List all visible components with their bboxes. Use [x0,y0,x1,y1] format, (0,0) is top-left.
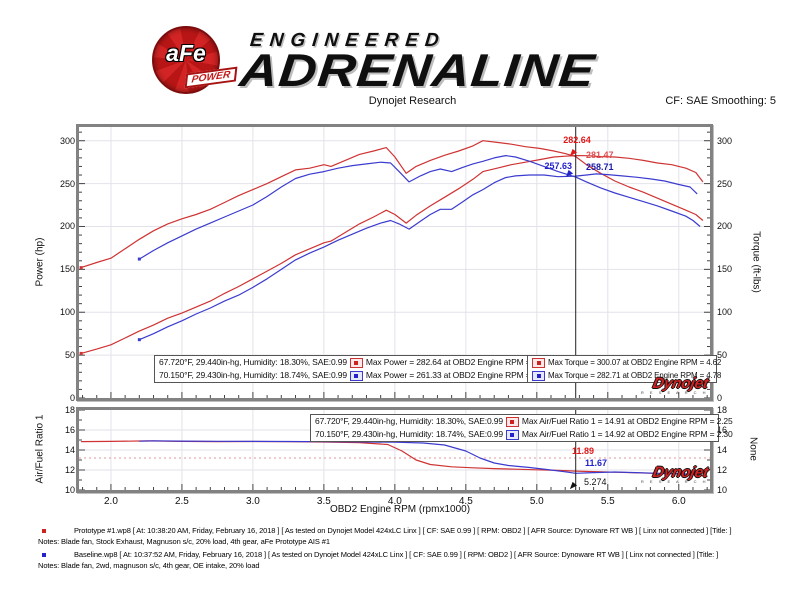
axis-tick-label: 4.0 [387,496,402,507]
axis-tick-label: 14 [64,445,75,455]
env-conditions-baseline: 70.150°F, 29.430in-hg, Humidity: 18.74%,… [159,370,347,380]
axis-tick-label: 200 [59,221,75,232]
axis-tick-label: 12 [717,465,728,475]
baseline-series-marker-icon [349,370,363,381]
axis-tick-label: 250 [59,178,75,189]
axis-tick-label: 14 [717,445,728,455]
axis-tick-label: 16 [717,425,728,435]
prototype-series-marker-icon [349,357,363,368]
cursor-arrow-icon [569,481,578,490]
prototype-bullet-icon [42,529,46,533]
dynojet-logo: Dynojet R E S E A R C H [600,464,710,487]
afr-legend: 67.720°F, 29.440in-hg, Humidity: 18.30%,… [310,414,733,442]
torque-axis-label: Torque (ft-lbs) [750,231,762,293]
dynojet-logo-subtext: R E S E A R C H [640,479,708,484]
prototype-series-marker-icon [532,357,545,368]
axis-tick-label: 18 [64,405,75,415]
axis-tick-label: 200 [717,221,733,232]
baseline-series-marker-icon [505,429,519,440]
rpm-axis-label: OBD2 Engine RPM (rpmx1000) [329,504,471,515]
axis-tick-label: 4.5 [458,496,473,507]
baseline-run-notes: Notes: Blade fan, 2wd, magnuson s/c, 4th… [38,561,260,570]
axis-tick-label: 100 [59,307,75,318]
axis-tick-label: 50 [717,350,728,361]
dynojet-logo-text: Dynojet [651,464,710,481]
legend-row-baseline: Max Torque = 282.71 at OBD2 Engine RPM =… [532,369,721,382]
axis-tick-label: 2.5 [174,496,189,507]
legend-row-baseline: 70.150°F, 29.430in-hg, Humidity: 18.74%,… [159,369,549,382]
max-power-prototype: Max Power = 282.64 at OBD2 Engine RPM = … [365,357,549,367]
max-torque-baseline: Max Torque = 282.71 at OBD2 Engine RPM =… [548,371,722,380]
cursor-arrow-icon [569,148,578,157]
legend-row-prototype: Max Torque = 300.07 at OBD2 Engine RPM =… [532,356,721,369]
power-torque-chart [76,124,713,401]
axis-tick-label: 300 [59,135,75,146]
axis-tick-label: 0 [717,393,723,403]
dynojet-logo: Dynojet R E S E A R C H [598,375,710,398]
cursor-value-power-prototype: 282.64 [563,135,591,145]
axis-tick-label: 18 [717,405,728,415]
axis-tick-label: 3.0 [245,496,260,507]
axis-tick-label: 5.5 [600,496,615,507]
env-conditions-prototype: 67.720°F, 29.440in-hg, Humidity: 18.30%,… [159,357,347,367]
power-torque-plot-area [79,127,710,398]
cursor-value-torque-baseline: 257.63 [544,161,572,171]
axis-tick-label: 50 [64,350,75,361]
axis-tick-label: 100 [717,307,733,318]
env-conditions-prototype: 67.720°F, 29.440in-hg, Humidity: 18.30%,… [315,416,503,426]
sae-smoothing-label: CF: SAE Smoothing: 5 [665,95,776,107]
max-afr-prototype: Max Air/Fuel Ratio 1 = 14.91 at OBD2 Eng… [521,416,733,426]
cursor-value-afr-prototype: 11.89 [572,446,595,456]
none-axis-label: None [747,437,759,461]
cursor-value-afr-baseline: 11.67 [585,458,608,468]
axis-tick-label: 10 [717,485,728,495]
legend-row-baseline: 70.150°F, 29.430in-hg, Humidity: 18.74%,… [315,428,733,441]
axis-tick-label: 5.0 [529,496,544,507]
brand-adrenaline: ADRENALINE [237,44,598,96]
prototype-series-marker-icon [505,416,519,427]
axis-tick-label: 16 [64,425,75,435]
axis-tick-label: 6.0 [671,496,686,507]
cursor-value-torque-prototype: 281.47 [586,150,614,160]
power-legend: 67.720°F, 29.440in-hg, Humidity: 18.30%,… [154,355,549,383]
axis-tick-label: 150 [59,264,75,275]
axis-tick-label: 150 [717,264,733,275]
afr-axis-label: Air/Fuel Ratio 1 [34,414,46,484]
prototype-run-line: Prototype #1.wp8 [ At: 10:38:20 AM, Frid… [74,526,732,535]
max-torque-prototype: Max Torque = 300.07 at OBD2 Engine RPM =… [548,358,722,367]
afe-logo-text: aFe [166,40,206,66]
power-axis-label: Power (hp) [34,237,46,287]
cursor-rpm-label: 5.274 [584,477,607,487]
cursor-value-power-baseline: 258.71 [586,162,614,172]
baseline-run-line: Baseline.wp8 [ At: 10:37:52 AM, Friday, … [74,550,719,559]
cursor-arrow-icon [565,169,574,178]
axis-tick-label: 10 [64,485,75,495]
max-afr-baseline: Max Air/Fuel Ratio 1 = 14.92 at OBD2 Eng… [521,429,733,439]
axis-tick-label: 12 [64,465,75,475]
dynojet-research-title: Dynojet Research [368,95,457,107]
baseline-bullet-icon [42,553,46,557]
legend-row-prototype: 67.720°F, 29.440in-hg, Humidity: 18.30%,… [315,415,733,428]
prototype-run-notes: Notes: Blade fan, Stock Exhaust, Magnuso… [38,537,330,546]
max-power-baseline: Max Power = 261.33 at OBD2 Engine RPM = … [365,370,549,380]
axis-tick-label: 3.5 [316,496,331,507]
env-conditions-baseline: 70.150°F, 29.430in-hg, Humidity: 18.74%,… [315,429,503,439]
axis-tick-label: 250 [717,178,733,189]
axis-tick-label: 2.0 [103,496,118,507]
baseline-series-marker-icon [532,370,545,381]
legend-row-prototype: 67.720°F, 29.440in-hg, Humidity: 18.30%,… [159,356,549,369]
axis-tick-label: 0 [69,393,75,403]
dynojet-logo-subtext: R E S E A R C H [640,390,708,395]
torque-legend: Max Torque = 300.07 at OBD2 Engine RPM =… [527,355,721,383]
axis-tick-label: 300 [717,135,733,146]
dynojet-logo-text: Dynojet [651,375,710,392]
